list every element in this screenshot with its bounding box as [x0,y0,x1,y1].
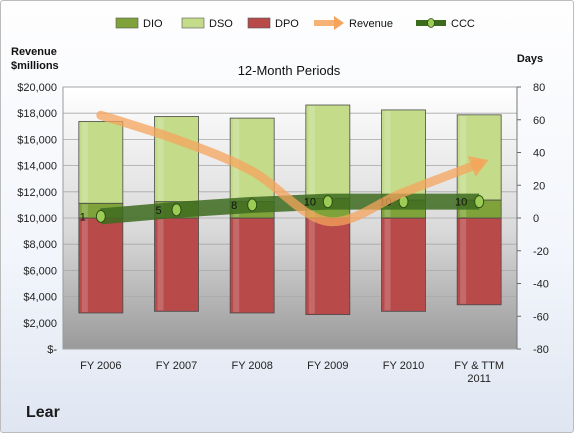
legend-marker-icon [427,18,435,28]
legend-arrow-icon [334,16,344,30]
left-tick-label: $12,000 [17,187,57,199]
bar-dpo [381,217,426,312]
bar-dso-highlight [384,110,391,199]
left-tick-label: $2,000 [23,318,57,330]
left-tick-label: $16,000 [17,134,57,146]
right-tick-label: -80 [533,344,549,356]
bar-dpo-highlight [308,219,315,314]
x-tick-label: FY 2009 [307,360,348,372]
left-tick-label: $10,000 [17,213,57,225]
left-axis-title: Revenue $millions [11,46,60,72]
line-layer: 15 8 10 10 10 [80,110,489,227]
x-tick-label: FY 2007 [156,360,197,372]
left-tick-label: $8,000 [23,239,57,251]
x-tick-label-line: FY 2009 [307,360,348,372]
right-axis-title: Days [517,53,543,65]
revenue-line [96,110,484,227]
company-name: Lear [26,404,60,421]
left-tick-label: $- [47,344,57,356]
legend-label: Revenue [349,18,393,30]
ccc-point [95,209,106,223]
x-tick-label: FY & TTM 2011 [454,360,504,385]
bar-dso [456,114,502,201]
bar-dpo-highlight [157,219,164,311]
legend-label: DSO [209,18,233,30]
right-tick-label: -20 [533,246,549,258]
legend-label: CCC [451,18,475,30]
x-tick-label-line: FY 2010 [383,360,424,372]
left-tick-label: $18,000 [17,108,57,120]
ccc-data-label: 10 [455,197,467,209]
x-tick-label-line: FY 2007 [156,360,197,372]
x-tick-label: FY 2006 [80,360,121,372]
ccc-data-label: 10 [304,197,316,209]
ccc-data-label: 5 [155,205,161,217]
ccc-data-label: 1 [80,211,86,223]
x-tick-label: FY 2010 [383,360,424,372]
bar-dpo-highlight [81,219,88,312]
bar-dpo [305,217,351,316]
bar-dso-highlight [81,122,88,203]
bar-dpo-highlight [460,219,467,304]
chart-title: 12-Month Periods [238,63,341,78]
left-tick-label: $20,000 [17,82,57,94]
right-tick-label: -60 [533,311,549,323]
bar-dpo-highlight [233,219,240,312]
ccc-point [322,195,333,209]
right-tick-label: 40 [533,148,545,160]
bar-dpo [154,217,199,312]
right-tick-label: -40 [533,279,549,291]
bar-dpo-highlight [384,219,391,311]
bar-dio-highlight [81,204,88,217]
bar-dso [78,120,124,204]
revenue-arrowhead [467,156,489,177]
x-tick-label-line: 2011 [467,373,491,385]
axis-layer: $- $2,000 $4,000 $6,000 $8,000 $10,000 $12,000… [17,82,549,385]
bar-dso [305,104,351,199]
left-tick-label: $6,000 [23,265,57,277]
bar-dpo [456,217,502,306]
left-tick-label: $14,000 [17,161,57,173]
x-tick-label-line: FY 2006 [80,360,121,372]
right-tick-label: 60 [533,115,545,127]
right-tick-label: 0 [533,213,539,225]
ccc-point [247,198,258,212]
ccc-data-label: 8 [231,200,237,212]
legend-swatch-dio [115,17,139,29]
bar-dpo [78,217,124,314]
bar-dso-highlight [460,115,467,199]
legend-label: DPO [275,18,299,30]
ccc-point [171,203,182,217]
x-tick-label-line: FY 2008 [231,360,272,372]
left-axis-title-line2: $millions [11,60,59,72]
right-tick-label: 20 [533,180,545,192]
left-tick-label: $4,000 [23,292,57,304]
legend: DIO DSO DPO Revenue CCC [115,16,475,30]
legend-swatch-dpo [247,17,271,29]
bar-dso-highlight [308,106,315,198]
ccc-point [474,195,485,209]
x-tick-label-line: FY & TTM [454,360,504,372]
legend-label: DIO [143,18,163,30]
legend-swatch-dso [181,17,205,29]
bar-dpo [229,217,275,314]
bar-dso-highlight [157,117,164,201]
right-tick-label: 80 [533,82,545,94]
x-tick-label: FY 2008 [231,360,272,372]
left-axis-title-line1: Revenue [11,46,57,58]
